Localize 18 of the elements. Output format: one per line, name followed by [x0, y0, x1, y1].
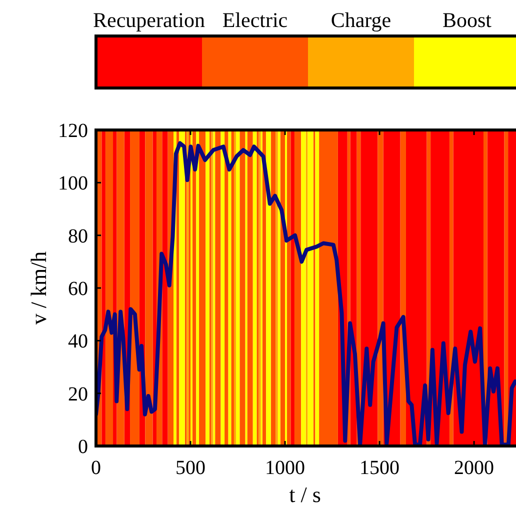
y-tick-label: 0 [78, 436, 88, 458]
line-series [96, 141, 516, 446]
x-tick-label: 1000 [265, 457, 306, 479]
y-axis-title: v / km/h [26, 251, 51, 325]
x-tick-label: 2000 [454, 457, 494, 479]
y-tick-label: 120 [58, 120, 88, 142]
color-bar-label: Charge [330, 8, 392, 32]
x-tick-label: 500 [176, 457, 206, 479]
color-bar-label: Boost [442, 8, 492, 32]
x-axis-title: t / s [289, 482, 321, 507]
color-bar-label: Electric [222, 8, 288, 32]
y-tick-label: 40 [68, 330, 88, 353]
y-tick-label: 60 [68, 278, 88, 300]
color-bar-label: Recuperation [93, 8, 206, 32]
y-tick-label: 100 [58, 172, 88, 195]
x-tick-label: 1500 [360, 457, 400, 479]
y-tick-label: 20 [68, 383, 88, 406]
y-tick-label: 80 [68, 225, 88, 248]
